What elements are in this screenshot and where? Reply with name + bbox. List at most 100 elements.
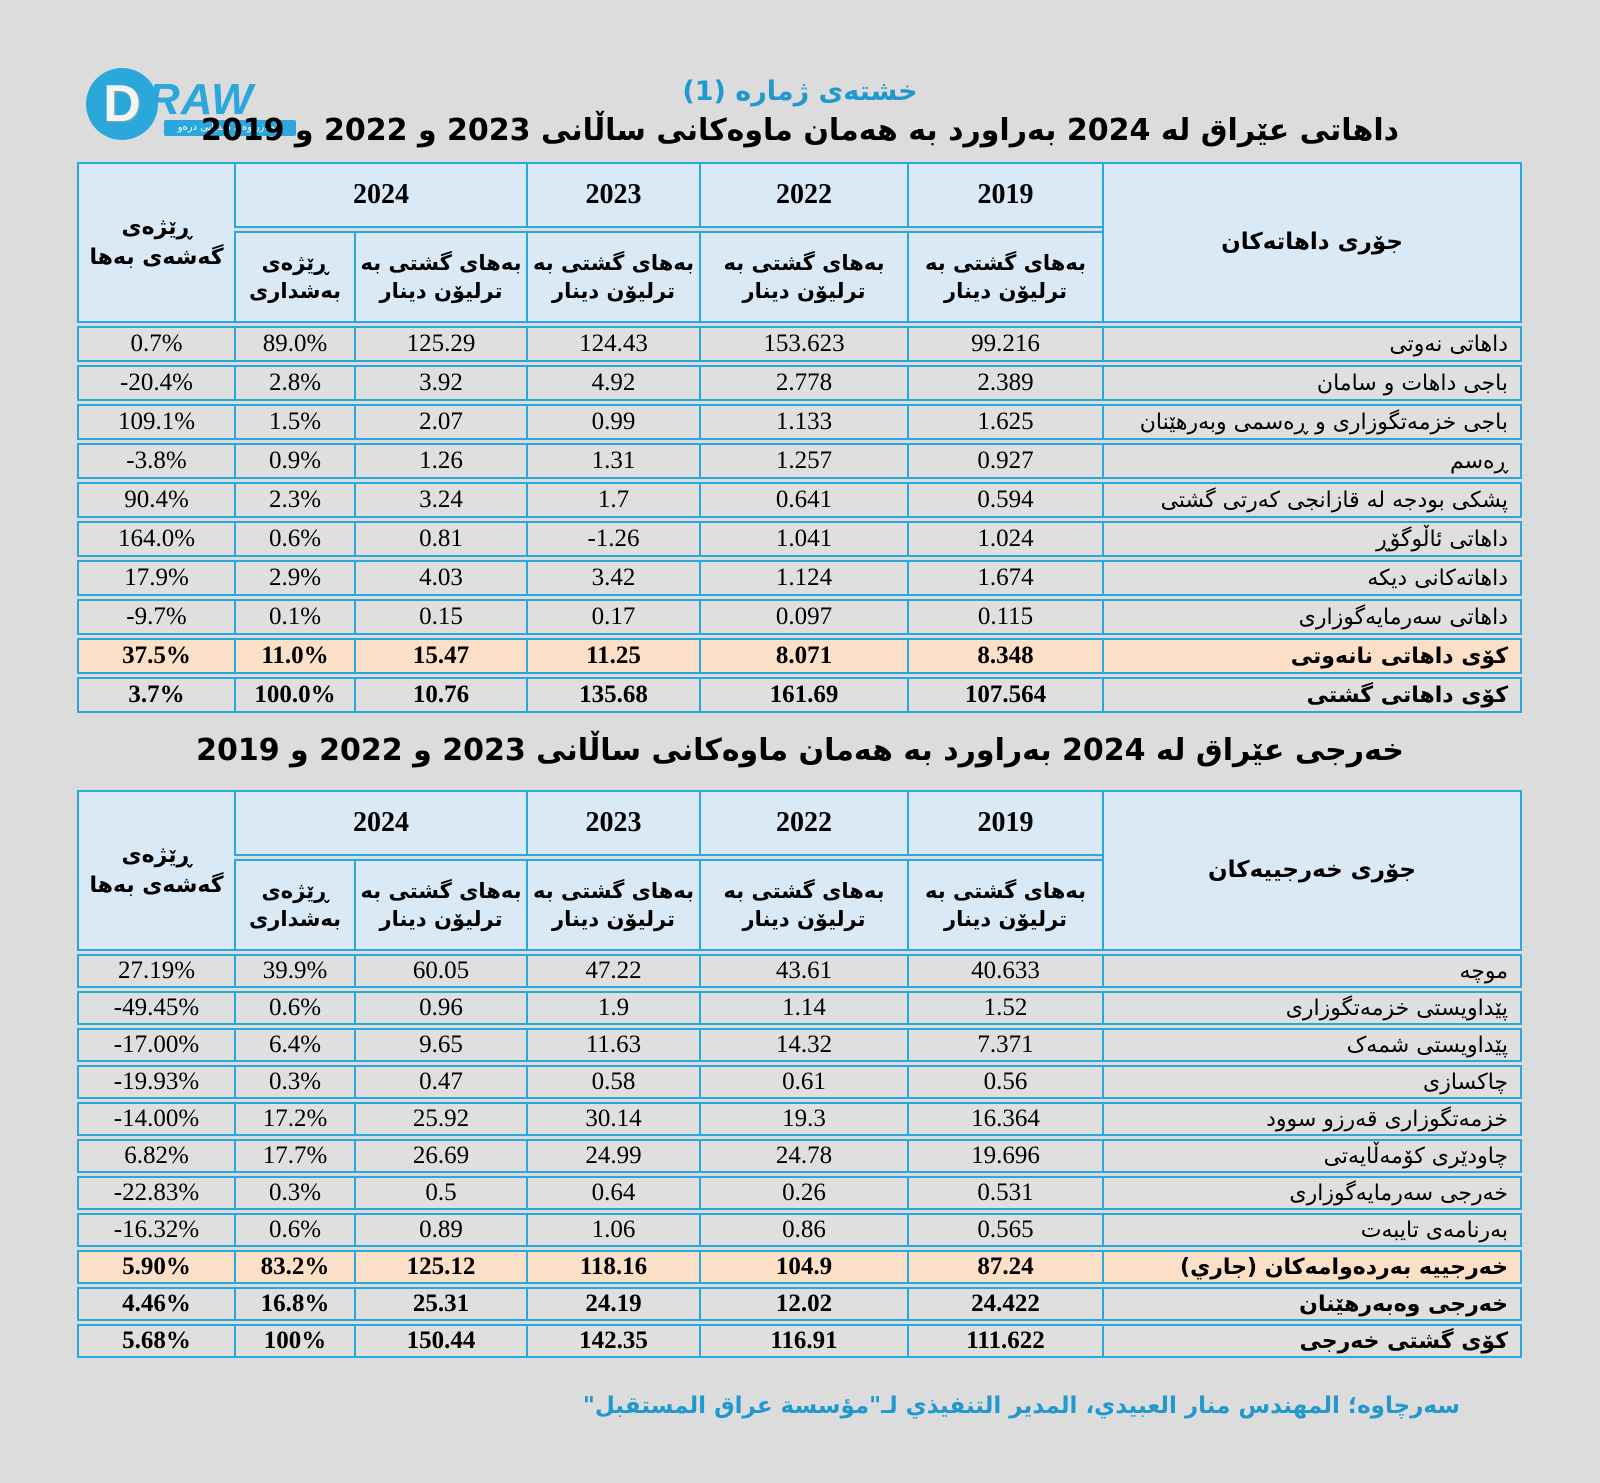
column-header-year-2023: 2023 <box>526 162 699 228</box>
table-row: خەرجی سەرمایەگوزاری 0.531 0.26 0.64 0.5 0.3% -… <box>77 1176 1522 1210</box>
value-2019: 0.56 <box>907 1065 1102 1099</box>
row-label: چاکسازی <box>1102 1065 1522 1099</box>
value-2022: 24.78 <box>699 1139 907 1173</box>
share-rate-2024: 2.9% <box>234 560 354 596</box>
column-header-revenue-type: جۆری داهاتەکان <box>1102 162 1522 323</box>
share-rate-2024: 0.6% <box>234 1213 354 1247</box>
value-2024: 1.26 <box>354 443 526 479</box>
table-row: پێداویستی شمەک 7.371 14.32 11.63 9.65 6.4% -17… <box>77 1028 1522 1062</box>
value-2022: 1.133 <box>699 404 907 440</box>
row-label: داهاتی ئاڵوگۆڕ <box>1102 521 1522 557</box>
value-2023: 0.58 <box>526 1065 699 1099</box>
value-2022: 1.257 <box>699 443 907 479</box>
growth-rate: -22.83% <box>77 1176 234 1210</box>
value-2022: 1.14 <box>699 991 907 1025</box>
growth-rate: -3.8% <box>77 443 234 479</box>
row-label: باجی داهات و سامان <box>1102 365 1522 401</box>
growth-rate: -17.00% <box>77 1028 234 1062</box>
table-row: خزمەتگوزاری قەرزو سوود 16.364 19.3 30.14 25.… <box>77 1102 1522 1136</box>
value-2022: 19.3 <box>699 1102 907 1136</box>
subheader-share-rate-2024: ڕێژەی بەشداری <box>234 859 354 951</box>
value-2023: 24.99 <box>526 1139 699 1173</box>
growth-rate: 17.9% <box>77 560 234 596</box>
value-2023: 11.63 <box>526 1028 699 1062</box>
value-2019: 2.389 <box>907 365 1102 401</box>
table-row: بەرنامەی تایبەت 0.565 0.86 1.06 0.89 0.6% -16.… <box>77 1213 1522 1247</box>
row-label: کۆی داهاتی نانەوتی <box>1102 638 1522 674</box>
value-2019: 0.594 <box>907 482 1102 518</box>
share-rate-2024: 0.3% <box>234 1176 354 1210</box>
value-2024: 9.65 <box>354 1028 526 1062</box>
row-label: پێداویستی خزمەتگوزاری <box>1102 991 1522 1025</box>
table-row: خەرجییه بەردەوامەکان (جاري) 87.24 104.9 118… <box>77 1250 1522 1284</box>
value-2023: 142.35 <box>526 1324 699 1358</box>
share-rate-2024: 16.8% <box>234 1287 354 1321</box>
value-2024: 0.89 <box>354 1213 526 1247</box>
growth-rate: 5.90% <box>77 1250 234 1284</box>
column-header-expense-type: جۆری خەرجییەکان <box>1102 790 1522 951</box>
table-row: خەرجی وەبەرهێنان 24.422 12.02 24.19 25.31 16.… <box>77 1287 1522 1321</box>
value-2024: 125.29 <box>354 326 526 362</box>
expense-table-title: خەرجی عێراق له 2024 بەراورد به هەمان ماو… <box>196 733 1404 768</box>
share-rate-2024: 0.6% <box>234 521 354 557</box>
value-2024: 4.03 <box>354 560 526 596</box>
value-2023: 135.68 <box>526 677 699 713</box>
value-2023: 1.7 <box>526 482 699 518</box>
value-2019: 0.927 <box>907 443 1102 479</box>
share-rate-2024: 2.3% <box>234 482 354 518</box>
share-rate-2024: 17.2% <box>234 1102 354 1136</box>
value-2022: 14.32 <box>699 1028 907 1062</box>
value-2024: 125.12 <box>354 1250 526 1284</box>
column-header-growth-rate: ڕێژەی گەشەی بەها <box>77 162 234 323</box>
growth-rate: 164.0% <box>77 521 234 557</box>
value-2024: 0.47 <box>354 1065 526 1099</box>
value-2019: 111.622 <box>907 1324 1102 1358</box>
row-label: داهاتەکانی دیکه <box>1102 560 1522 596</box>
value-2023: 4.92 <box>526 365 699 401</box>
row-label: داهاتی نەوتی <box>1102 326 1522 362</box>
table-row: داهاتەکانی دیکه 1.674 1.124 3.42 4.03 2.9% 17.… <box>77 560 1522 596</box>
value-2022: 43.61 <box>699 954 907 988</box>
value-2023: 124.43 <box>526 326 699 362</box>
value-2019: 87.24 <box>907 1250 1102 1284</box>
source-line: سەرچاوە؛ المهندس منار العبيدي، المدير ال… <box>582 1393 1460 1419</box>
share-rate-2024: 17.7% <box>234 1139 354 1173</box>
growth-rate: 27.19% <box>77 954 234 988</box>
share-rate-2024: 89.0% <box>234 326 354 362</box>
value-2022: 2.778 <box>699 365 907 401</box>
value-2022: 8.071 <box>699 638 907 674</box>
row-label: ڕەسم <box>1102 443 1522 479</box>
value-2022: 0.61 <box>699 1065 907 1099</box>
row-label: خەرجی سەرمایەگوزاری <box>1102 1176 1522 1210</box>
value-2024: 25.92 <box>354 1102 526 1136</box>
table-row: چاکسازی 0.56 0.61 0.58 0.47 0.3% -19.93% <box>77 1065 1522 1099</box>
value-2022: 0.26 <box>699 1176 907 1210</box>
growth-rate: 90.4% <box>77 482 234 518</box>
value-2023: 0.17 <box>526 599 699 635</box>
value-2023: 11.25 <box>526 638 699 674</box>
value-2019: 7.371 <box>907 1028 1102 1062</box>
value-2024: 25.31 <box>354 1287 526 1321</box>
column-header-year-2019: 2019 <box>907 162 1102 228</box>
value-2019: 24.422 <box>907 1287 1102 1321</box>
growth-rate: -14.00% <box>77 1102 234 1136</box>
value-2024: 60.05 <box>354 954 526 988</box>
table-number-title: خشتەی ژماره (1) <box>682 76 918 107</box>
row-label: پێداویستی شمەک <box>1102 1028 1522 1062</box>
value-2022: 1.124 <box>699 560 907 596</box>
value-2023: 1.31 <box>526 443 699 479</box>
draw-logo-tagline: دامەزراوەی میدیایی درەو <box>164 120 296 136</box>
table-row: داهاتی نەوتی 99.216 153.623 124.43 125.29 89.… <box>77 326 1522 362</box>
growth-rate: 0.7% <box>77 326 234 362</box>
growth-rate: -16.32% <box>77 1213 234 1247</box>
share-rate-2024: 1.5% <box>234 404 354 440</box>
row-label: خەرجی وەبەرهێنان <box>1102 1287 1522 1321</box>
growth-rate: -9.7% <box>77 599 234 635</box>
growth-rate: 37.5% <box>77 638 234 674</box>
growth-rate: 6.82% <box>77 1139 234 1173</box>
row-label: خەرجییه بەردەوامەکان (جاري) <box>1102 1250 1522 1284</box>
share-rate-2024: 39.9% <box>234 954 354 988</box>
value-2024: 0.96 <box>354 991 526 1025</box>
value-2023: -1.26 <box>526 521 699 557</box>
